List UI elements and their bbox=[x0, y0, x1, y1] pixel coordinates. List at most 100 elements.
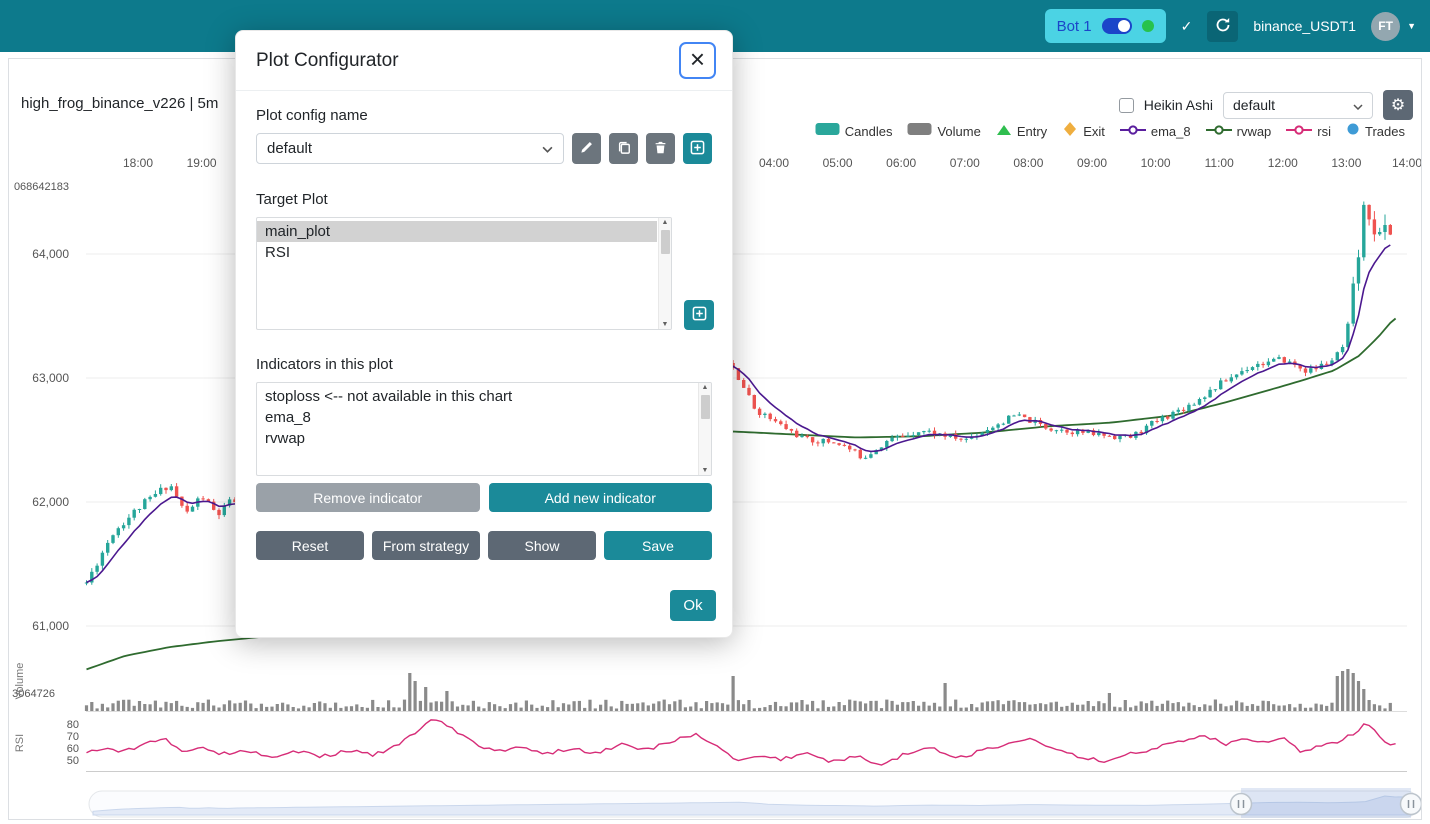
svg-text:63,000: 63,000 bbox=[32, 371, 69, 385]
svg-text:60: 60 bbox=[67, 743, 79, 755]
datazoom-preview-area bbox=[92, 795, 1412, 816]
legend-diamond-icon bbox=[1062, 122, 1078, 141]
refresh-icon bbox=[1215, 17, 1231, 36]
svg-text:068642183: 068642183 bbox=[14, 181, 69, 193]
check-icon: ✓ bbox=[1180, 17, 1193, 34]
indicators-label: Indicators in this plot bbox=[256, 356, 393, 373]
config-name-select[interactable]: default bbox=[256, 133, 564, 164]
heikin-ashi-checkbox[interactable] bbox=[1118, 97, 1134, 113]
add-config-button[interactable] bbox=[683, 133, 712, 164]
save-button[interactable]: Save bbox=[604, 531, 712, 560]
edit-config-button[interactable] bbox=[572, 133, 601, 164]
svg-text:10:00: 10:00 bbox=[1141, 156, 1171, 170]
plot-configurator-modal: Plot Configurator × Plot config name def… bbox=[235, 30, 733, 638]
scroll-thumb[interactable] bbox=[701, 395, 710, 419]
refresh-button[interactable] bbox=[1207, 10, 1239, 42]
ok-button[interactable]: Ok bbox=[670, 590, 716, 621]
legend-item-rsi[interactable]: rsi bbox=[1286, 123, 1331, 141]
datazoom-handle-right[interactable] bbox=[1399, 792, 1422, 816]
duplicate-config-button[interactable] bbox=[609, 133, 638, 164]
legend-item-trades[interactable]: Trades bbox=[1346, 122, 1405, 141]
legend-item-exit[interactable]: Exit bbox=[1062, 122, 1105, 141]
bot-toggle[interactable] bbox=[1101, 18, 1132, 34]
plot-config-name-label: Plot config name bbox=[256, 107, 368, 124]
bot-name-label: Bot 1 bbox=[1056, 17, 1092, 35]
svg-text:07:00: 07:00 bbox=[950, 156, 980, 170]
add-target-plot-button[interactable] bbox=[684, 300, 714, 330]
scroll-up-icon[interactable]: ▲ bbox=[701, 384, 709, 391]
indicator-option[interactable]: rvwap bbox=[265, 430, 306, 447]
svg-text:64,000: 64,000 bbox=[32, 247, 69, 261]
legend-triangle-icon bbox=[996, 123, 1012, 141]
scroll-down-icon[interactable]: ▼ bbox=[661, 321, 669, 328]
heikin-ashi-label: Heikin Ashi bbox=[1143, 97, 1213, 113]
scrollbar[interactable]: ▲ ▼ bbox=[698, 383, 711, 475]
reset-button[interactable]: Reset bbox=[256, 531, 364, 560]
indicator-option[interactable]: ema_8 bbox=[265, 409, 311, 426]
legend-label: ema_8 bbox=[1150, 124, 1191, 139]
svg-text:80: 80 bbox=[67, 719, 79, 731]
datazoom-selection[interactable] bbox=[1241, 788, 1411, 818]
close-button[interactable]: × bbox=[679, 42, 716, 79]
remove-indicator-button[interactable]: Remove indicator bbox=[256, 483, 480, 512]
indicators-list[interactable]: stoploss <-- not available in this chart… bbox=[256, 382, 712, 476]
svg-text:06:00: 06:00 bbox=[886, 156, 916, 170]
plot-config-select-value: default bbox=[1233, 97, 1276, 113]
legend-item-rvwap[interactable]: rvwap bbox=[1205, 123, 1271, 141]
from-strategy-button[interactable]: From strategy bbox=[372, 531, 480, 560]
scroll-thumb[interactable] bbox=[661, 230, 670, 254]
bot-selector[interactable]: Bot 1 bbox=[1044, 9, 1166, 43]
svg-text:09:00: 09:00 bbox=[1077, 156, 1107, 170]
target-plot-list[interactable]: main_plot RSI ▲ ▼ bbox=[256, 217, 672, 330]
legend-label: Exit bbox=[1083, 124, 1105, 139]
svg-text:62,000: 62,000 bbox=[32, 495, 69, 509]
legend-label: Trades bbox=[1365, 124, 1405, 139]
target-plot-list-items: main_plot RSI bbox=[257, 218, 671, 266]
legend-label: Entry bbox=[1016, 124, 1048, 139]
svg-text:61,000: 61,000 bbox=[32, 619, 69, 633]
bot-pair-label: binance_USDT1 bbox=[1253, 18, 1357, 34]
close-icon: × bbox=[689, 44, 706, 74]
legend-line-icon bbox=[1119, 123, 1146, 141]
target-plot-row: main_plot RSI ▲ ▼ bbox=[256, 217, 714, 330]
rsi-line bbox=[86, 719, 1396, 766]
plot-config-select[interactable]: default bbox=[1223, 91, 1373, 119]
svg-text:18:00: 18:00 bbox=[123, 156, 153, 170]
delete-config-button[interactable] bbox=[646, 133, 675, 164]
config-name-select-value: default bbox=[267, 140, 313, 157]
svg-text:50: 50 bbox=[67, 755, 79, 767]
target-plot-option[interactable]: RSI bbox=[265, 244, 291, 261]
svg-text:14:00: 14:00 bbox=[1392, 156, 1422, 170]
user-menu-caret-icon[interactable]: ▼ bbox=[1407, 21, 1416, 31]
legend-item-volume[interactable]: Volume bbox=[907, 122, 981, 141]
copy-icon bbox=[617, 140, 631, 157]
modal-header: Plot Configurator × bbox=[236, 31, 732, 91]
legend-line-icon bbox=[1286, 123, 1313, 141]
legend-rect-icon bbox=[815, 122, 840, 141]
user-avatar[interactable]: FT bbox=[1371, 11, 1401, 41]
legend-item-candles[interactable]: Candles bbox=[815, 122, 892, 141]
modal-title: Plot Configurator bbox=[256, 49, 399, 71]
show-button[interactable]: Show bbox=[488, 531, 596, 560]
svg-text:12:00: 12:00 bbox=[1268, 156, 1298, 170]
strategy-title: high_frog_binance_v226 | 5m bbox=[21, 95, 219, 112]
svg-text:11:00: 11:00 bbox=[1205, 156, 1234, 170]
bot-online-status-dot bbox=[1141, 20, 1154, 32]
datazoom-handle-left[interactable] bbox=[1229, 792, 1253, 816]
pencil-icon bbox=[580, 141, 593, 157]
scrollbar[interactable]: ▲ ▼ bbox=[658, 218, 671, 329]
legend-item-entry[interactable]: Entry bbox=[996, 123, 1047, 141]
indicator-option[interactable]: stoploss <-- not available in this chart bbox=[265, 388, 513, 405]
trash-icon bbox=[654, 141, 667, 157]
target-plot-option[interactable]: main_plot bbox=[257, 221, 657, 242]
legend-item-ema_8[interactable]: ema_8 bbox=[1119, 123, 1191, 141]
config-name-row: default bbox=[256, 133, 712, 164]
modal-body: Plot config name default bbox=[236, 91, 732, 560]
svg-text:04:00: 04:00 bbox=[759, 156, 789, 170]
scroll-down-icon[interactable]: ▼ bbox=[701, 467, 709, 474]
scroll-up-icon[interactable]: ▲ bbox=[661, 219, 669, 226]
chevron-down-icon bbox=[542, 140, 553, 157]
plot-settings-button[interactable]: ⚙ bbox=[1383, 90, 1413, 120]
chart-legend: Candles Volume Entry Exit ema_8 rvwap rsi Trade… bbox=[815, 122, 1405, 141]
add-new-indicator-button[interactable]: Add new indicator bbox=[488, 483, 712, 512]
